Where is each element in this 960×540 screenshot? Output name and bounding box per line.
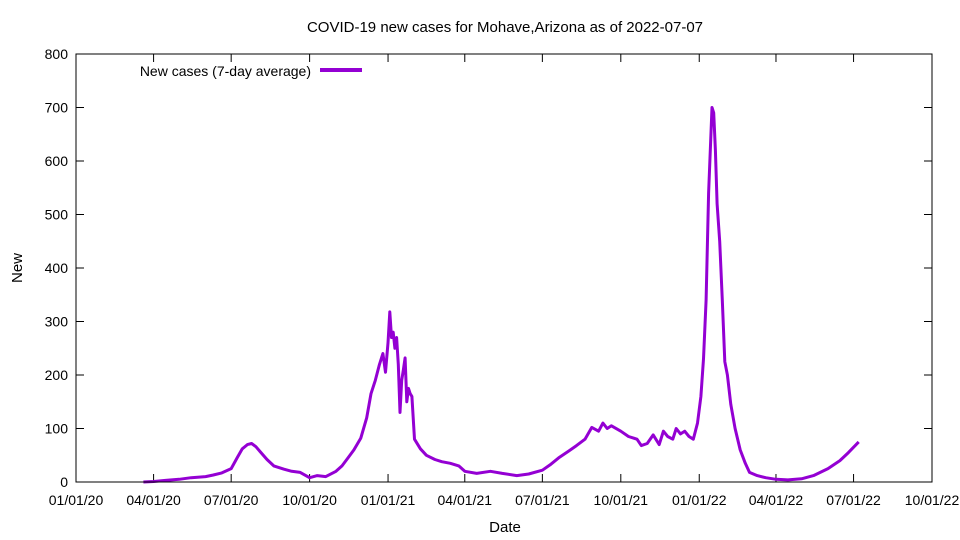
x-tick-label: 04/01/21 [438,492,493,508]
plot-frame [75,53,933,483]
x-axis-label: Date [489,519,521,536]
chart-title: COVID-19 new cases for Mohave,Arizona as… [307,19,703,36]
x-tick-label: 04/01/20 [126,492,181,508]
y-tick-label: 300 [45,314,69,330]
y-tick-label: 800 [45,46,69,62]
series-lines [143,106,860,484]
legend-label: New cases (7-day average) [140,63,311,79]
legend: New cases (7-day average) [140,63,362,79]
y-tick-label: 200 [45,367,69,383]
y-tick-label: 0 [60,474,68,490]
y-axis-label: New [9,253,26,283]
x-tick-label: 01/01/22 [672,492,727,508]
x-tick-label: 10/01/20 [282,492,337,508]
x-tick-label: 04/01/22 [749,492,804,508]
y-tick-label: 600 [45,153,69,169]
y-tick-label: 100 [45,421,69,437]
x-tick-label: 07/01/22 [826,492,881,508]
x-tick-label: 10/01/21 [594,492,649,508]
x-tick-label: 01/01/20 [49,492,104,508]
x-tick-label: 07/01/20 [204,492,259,508]
series-line-new-cases [143,106,860,484]
x-tick-label: 01/01/21 [361,492,416,508]
y-tick-label: 700 [45,100,69,116]
y-tick-label: 500 [45,207,69,223]
x-tick-label: 07/01/21 [515,492,570,508]
x-tick-label: 10/01/22 [905,492,960,508]
axis-ticks: 0 100 200 300 400 500 600 700 800 01/01/20 04/01/2… [45,46,960,508]
y-tick-label: 400 [45,260,69,276]
